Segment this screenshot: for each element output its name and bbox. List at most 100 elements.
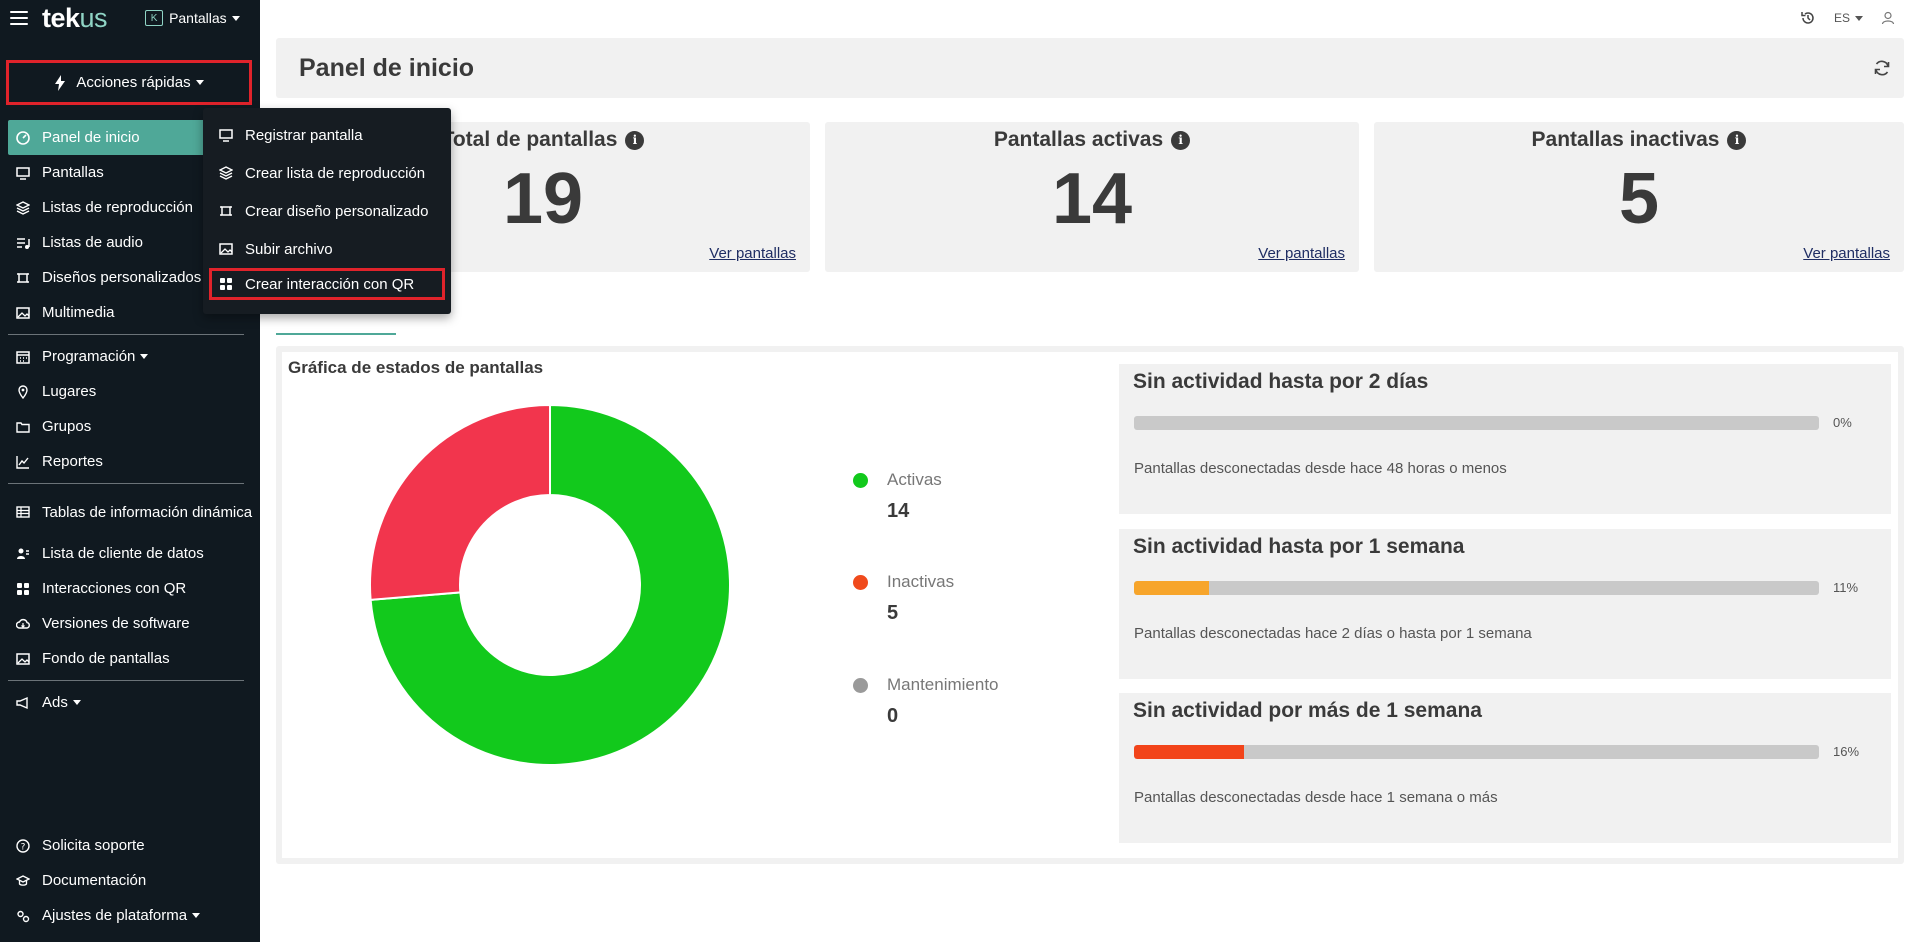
sidebar-item-label: Documentación [42, 872, 147, 889]
scope-badge: K [145, 10, 164, 26]
sidebar-item-lista-cliente-datos[interactable]: Lista de cliente de datos [0, 536, 260, 571]
monitor-icon [219, 128, 233, 142]
sidebar-item-label: Listas de audio [42, 234, 143, 251]
legend-item-mantenimiento: Mantenimiento 0 [853, 675, 999, 728]
logo-main: tek [42, 2, 80, 33]
dropdown-item-label: Crear diseño personalizado [245, 202, 429, 220]
sidebar-item-documentacion[interactable]: Documentación [0, 863, 260, 898]
stat-title: Pantallas inactivas i [1374, 128, 1904, 152]
chevron-down-icon [1855, 16, 1863, 22]
topbar-actions: ES [1800, 0, 1915, 36]
chevron-down-icon [192, 913, 201, 918]
legend-value: 5 [887, 602, 899, 624]
scope-select[interactable]: K Pantallas [145, 10, 240, 26]
ver-pantallas-link[interactable]: Ver pantallas [709, 245, 796, 262]
activity-card-2-dias: Sin actividad hasta por 2 días 0% Pantal… [1119, 364, 1891, 514]
bolt-icon [55, 74, 66, 91]
dropdown-item-label: Crear interacción con QR [245, 275, 415, 293]
chart-title: Gráfica de estados de pantallas [288, 358, 544, 377]
sidebar-item-disenos-personalizados[interactable]: Diseños personalizados [0, 260, 260, 295]
legend-label: Inactivas [887, 572, 955, 591]
legend-label: Mantenimiento [887, 675, 999, 694]
legend-item-inactivas: Inactivas 5 [853, 572, 954, 625]
ver-pantallas-link[interactable]: Ver pantallas [1803, 245, 1890, 262]
donut-slice-inactivas[interactable] [369, 403, 551, 601]
sidebar-item-multimedia[interactable]: Multimedia [0, 295, 260, 330]
sidebar-item-label: Tablas de información dinámica [42, 503, 253, 521]
donut-slice-activas[interactable] [369, 403, 731, 766]
sidebar-item-label: Multimedia [42, 304, 115, 321]
dropdown-item-label: Subir archivo [245, 240, 333, 258]
sidebar-item-programacion[interactable]: Programación [0, 339, 260, 374]
legend-item-activas: Activas 14 [853, 470, 942, 523]
sidebar-item-lugares[interactable]: Lugares [0, 374, 260, 409]
scope-label: Pantallas [169, 10, 227, 26]
sidebar-item-ajustes-plataforma[interactable]: Ajustes de plataforma [0, 898, 260, 933]
logo-accent: us [79, 2, 108, 33]
logo[interactable]: tekus [42, 2, 108, 34]
language-select[interactable]: ES [1834, 11, 1863, 25]
info-icon[interactable]: i [1727, 130, 1747, 150]
sidebar-item-label: Versiones de software [42, 615, 190, 632]
activity-description: Pantallas desconectadas hace 2 días o ha… [1134, 625, 1532, 642]
sidebar-item-pantallas[interactable]: Pantallas [0, 155, 260, 190]
sidebar-item-listas-de-audio[interactable]: Listas de audio [0, 225, 260, 260]
dropdown-item-crear-interaccion-qr[interactable]: Crear interacción con QR [209, 268, 445, 300]
chevron-down-icon [140, 354, 149, 359]
activity-title: Sin actividad hasta por 2 días [1133, 370, 1429, 393]
legend-value: 14 [887, 500, 910, 522]
sidebar-item-ads[interactable]: Ads [0, 685, 260, 720]
crop-icon [16, 271, 30, 285]
sidebar-divider [8, 483, 244, 484]
sidebar-item-label: Reportes [42, 453, 103, 470]
stat-value: 14 [1051, 159, 1133, 239]
dropdown-item-crear-lista-reproduccion[interactable]: Crear lista de reproducción [203, 154, 451, 192]
stat-title-text: Pantallas inactivas [1531, 128, 1720, 151]
refresh-icon[interactable] [1872, 58, 1892, 78]
page-title: Panel de inicio [299, 53, 475, 82]
sidebar-item-interacciones-qr[interactable]: Interacciones con QR [0, 571, 260, 606]
info-icon[interactable]: i [1171, 130, 1191, 150]
dropdown-item-registrar-pantalla[interactable]: Registrar pantalla [203, 116, 451, 154]
activity-card-mas-1-semana: Sin actividad por más de 1 semana 16% Pa… [1119, 693, 1891, 843]
crop-icon [219, 204, 233, 218]
sidebar-item-tablas-informacion-dinamica[interactable]: Tablas de información dinámica [0, 488, 260, 536]
table-icon [16, 505, 30, 519]
sidebar-item-grupos[interactable]: Grupos [0, 409, 260, 444]
info-icon[interactable]: i [625, 130, 645, 150]
dropdown-item-crear-diseno-personalizado[interactable]: Crear diseño personalizado [203, 192, 451, 230]
image-icon [16, 306, 30, 320]
sidebar-item-fondo-pantallas[interactable]: Fondo de pantallas [0, 641, 260, 676]
quick-actions-dropdown: Registrar pantalla Crear lista de reprod… [203, 108, 451, 314]
progress-percent: 0% [1833, 415, 1852, 430]
hamburger-menu-icon[interactable] [10, 11, 28, 25]
activity-title: Sin actividad por más de 1 semana [1133, 699, 1482, 722]
sidebar-item-label: Fondo de pantallas [42, 650, 170, 667]
progress-track [1134, 581, 1819, 595]
help-icon: ? [16, 838, 30, 853]
activity-description: Pantallas desconectadas desde hace 1 sem… [1134, 789, 1498, 806]
sidebar-bottom-nav: ? Solicita soporte Documentación Ajustes… [0, 828, 260, 933]
folder-icon [16, 420, 30, 434]
sidebar-item-label: Lista de cliente de datos [42, 545, 204, 562]
history-icon[interactable] [1800, 10, 1816, 26]
ver-pantallas-link[interactable]: Ver pantallas [1258, 245, 1345, 262]
layers-icon [219, 166, 233, 180]
sidebar-item-listas-de-reproduccion[interactable]: Listas de reproducción [0, 190, 260, 225]
sidebar-item-solicita-soporte[interactable]: ? Solicita soporte [0, 828, 260, 863]
user-icon[interactable] [1881, 11, 1895, 25]
sidebar-item-versiones-software[interactable]: Versiones de software [0, 606, 260, 641]
sidebar-item-label: Solicita soporte [42, 837, 145, 854]
quick-actions-button[interactable]: Acciones rápidas [6, 60, 252, 105]
chevron-down-icon [72, 700, 81, 705]
sidebar-item-reportes[interactable]: Reportes [0, 444, 260, 479]
sidebar-item-label: Programación [42, 348, 136, 365]
image-icon [16, 652, 30, 666]
dropdown-item-subir-archivo[interactable]: Subir archivo [203, 230, 451, 268]
sidebar-item-label: Ajustes de plataforma [42, 907, 188, 924]
grid-icon [219, 277, 233, 291]
activity-card-1-semana: Sin actividad hasta por 1 semana 11% Pan… [1119, 529, 1891, 679]
stat-value: 5 [1618, 159, 1660, 239]
monitor-icon [16, 166, 30, 180]
sidebar-item-label: Ads [42, 694, 68, 711]
